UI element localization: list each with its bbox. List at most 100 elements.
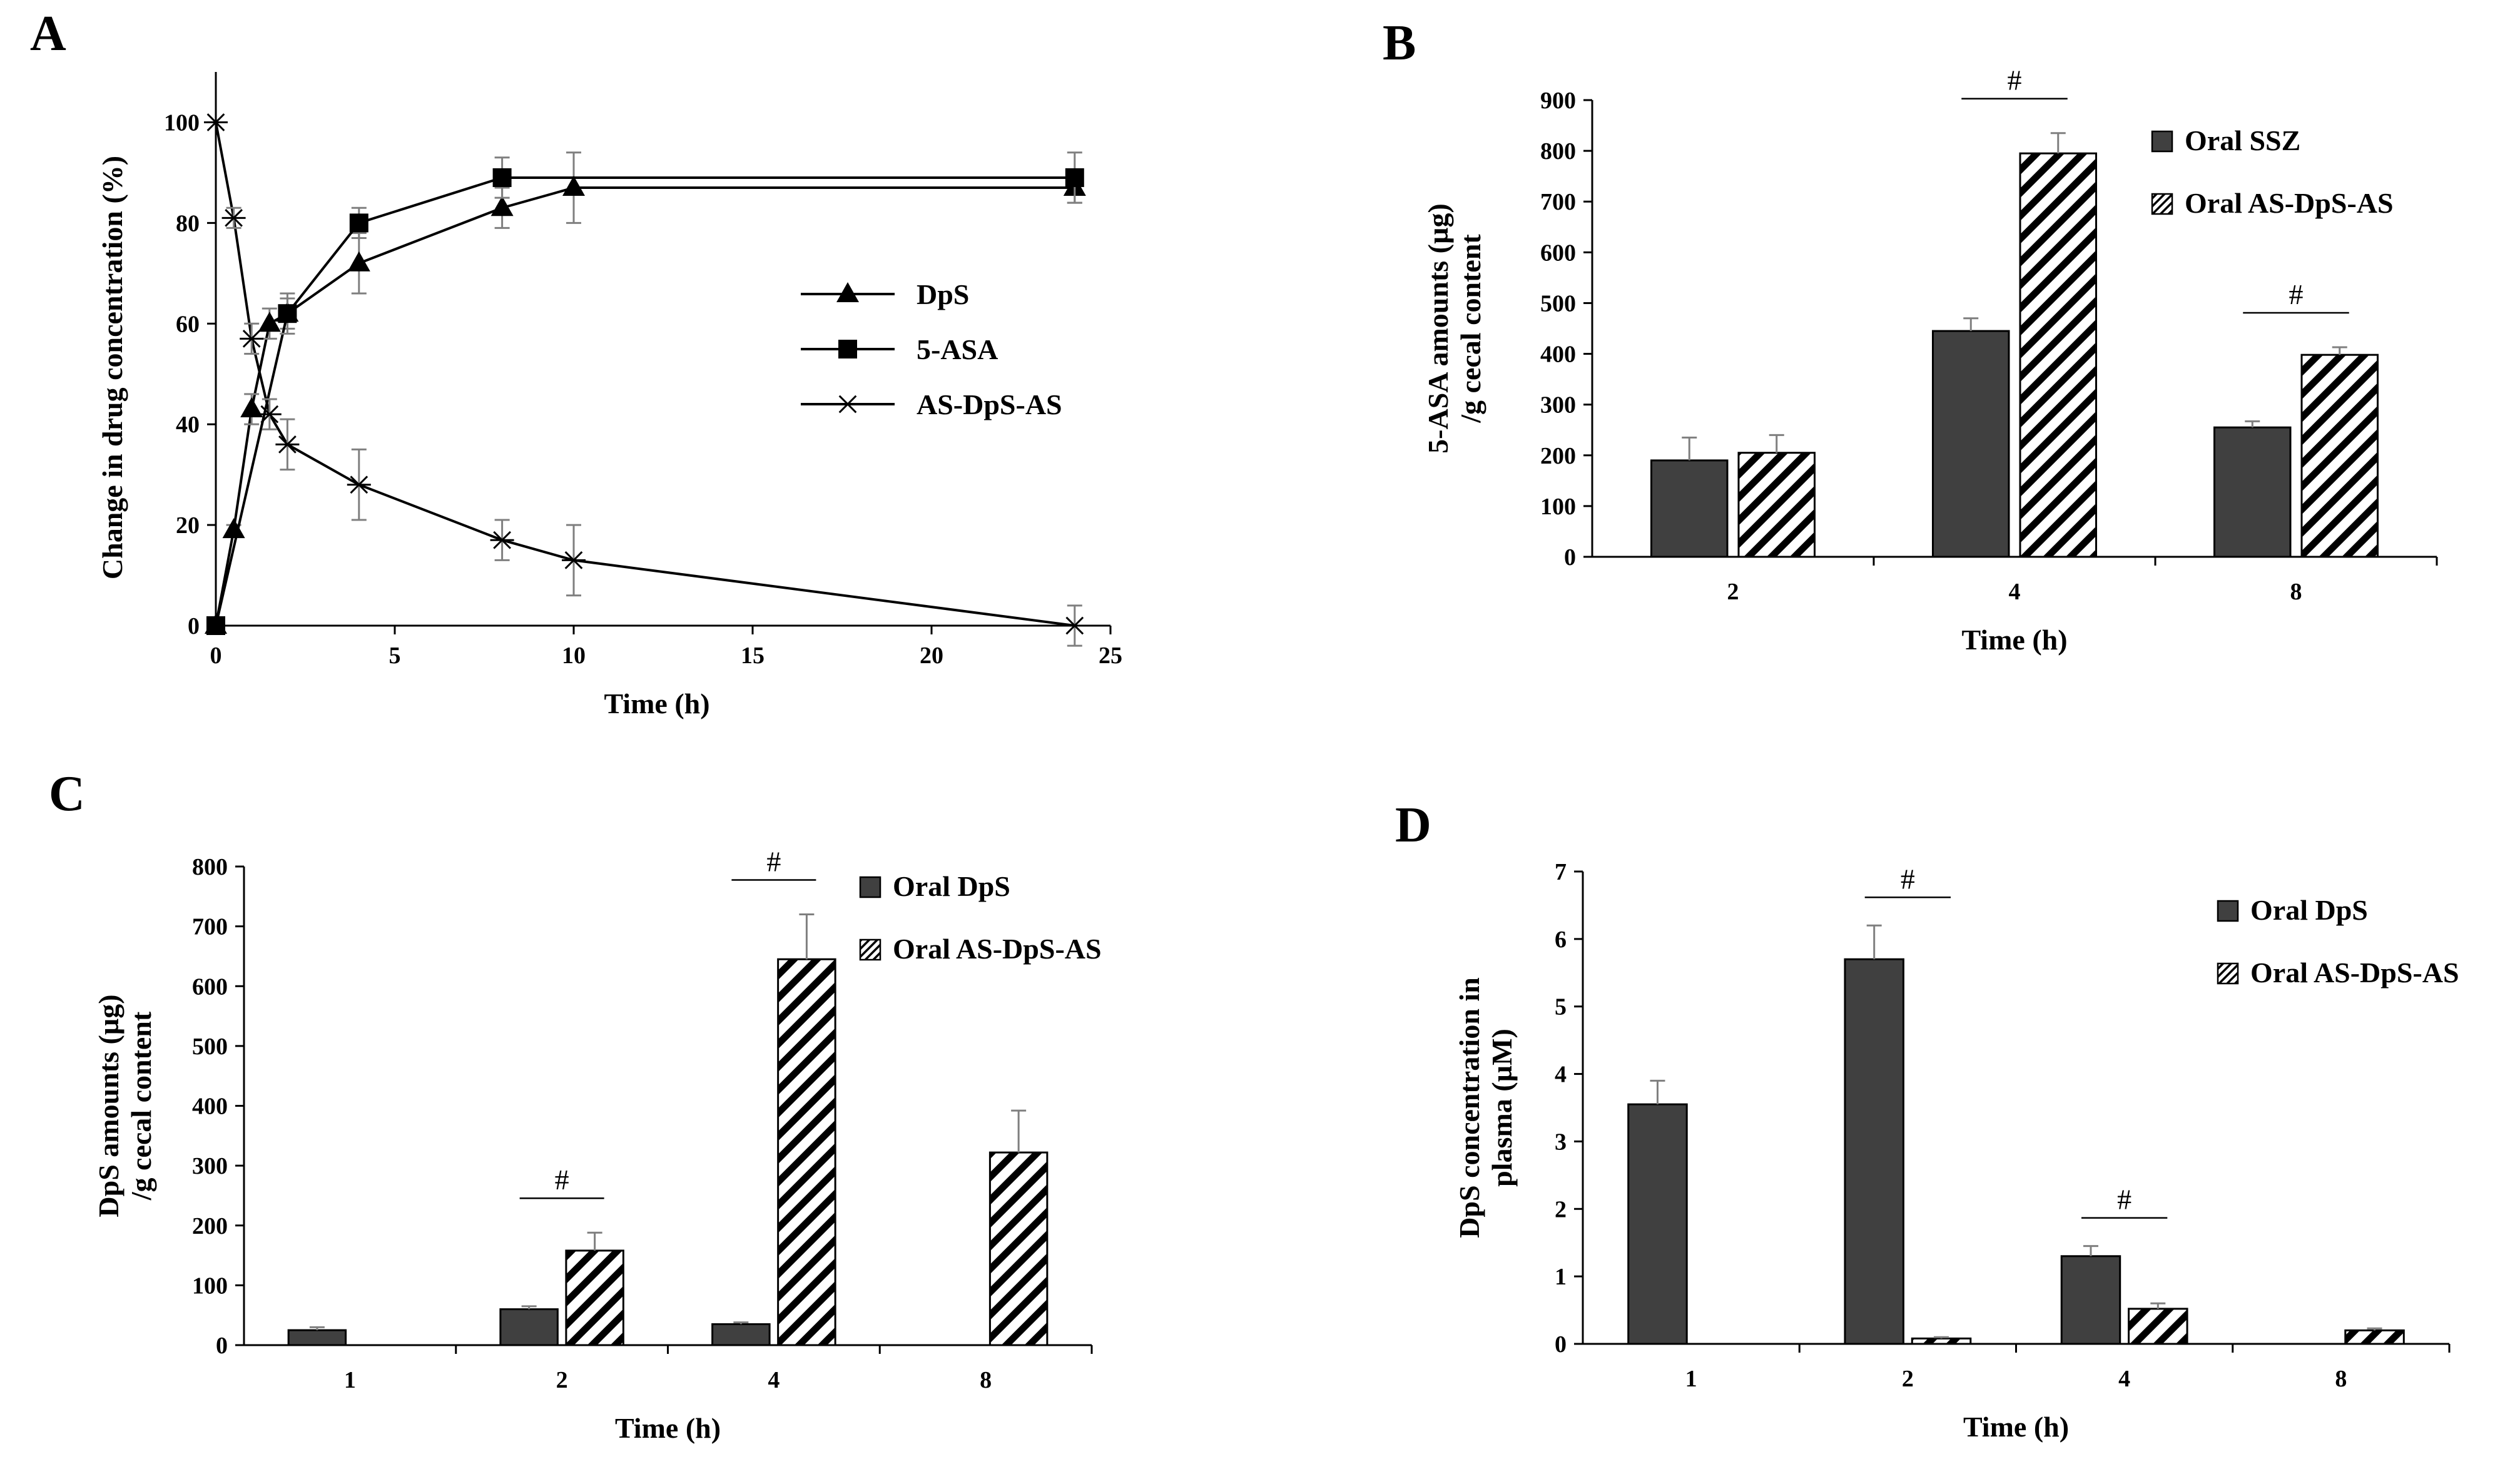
x-tick-label: 10 [562,643,586,669]
y-tick-label: 100 [164,109,200,136]
data-point-star [204,113,228,131]
data-point-square [278,304,297,323]
bar-oral-ssz-2 [1650,459,1729,558]
bar-oral-as-dps-as-8 [2344,1329,2405,1345]
panel-b-bar-chart: B 0 100 200 300 400 500 600 700 800 900 2 4 8 # # Time (… [1383,16,2438,656]
y-tick-label: 600 [192,973,228,1000]
data-point-star [240,330,264,348]
legend-item: 5-ASA [801,333,998,365]
y-tick-label: 0 [216,1333,228,1359]
x-tick-label: 20 [920,643,943,669]
star-stroke [564,551,583,569]
bar-oral-ssz-4 [1932,330,2010,558]
y-axis-label-line: /g cecal content [1455,234,1486,424]
legend: DpS 5-ASA AS-DpS-AS [801,278,1062,420]
legend-item: Oral AS-DpS-AS [2151,187,2394,219]
legend-label: Oral SSZ [2185,125,2300,156]
y-tick-label: 300 [1540,392,1576,419]
significance-label: # [555,1164,569,1196]
y-axis-label-line: DpS concentration in [1453,977,1485,1238]
x-axis-label: Time (h) [1961,624,2067,656]
panel-letter: A [30,6,66,61]
y-tick-label: 0 [1564,544,1576,571]
star-stroke [350,475,368,494]
legend-item: Oral DpS [2217,894,2368,926]
y-tick-label: 1 [1555,1264,1567,1290]
legend-item: Oral AS-DpS-AS [2217,957,2459,989]
series-line [215,122,1075,627]
data-point-triangle [222,518,245,539]
legend-item: Oral AS-DpS-AS [859,933,1102,965]
x-tick-label: 4 [2118,1366,2130,1392]
x-axis-label: Time (h) [604,688,709,719]
legend: Oral DpS Oral AS-DpS-AS [859,870,1102,965]
y-tick-label: 700 [1540,189,1576,215]
star-stroke [838,395,857,414]
data-point-star [836,395,860,414]
star-stroke [242,330,261,348]
legend: Oral SSZ Oral AS-DpS-AS [2151,125,2394,219]
significance-label: # [2117,1184,2131,1216]
panel-d-bar-chart: D 0 1 2 3 4 5 6 7 1 2 4 8 # # Time (h) DpS concentration… [1395,798,2459,1443]
panel-letter: C [49,766,85,821]
bar-oral-as-dps-as-4 [2019,152,2097,558]
series-5-asa [206,151,1084,635]
y-axis-label-line: 5-ASA amounts (µg) [1422,203,1454,454]
y-axis-label-line: plasma (µM) [1486,1029,1518,1187]
bar-oral-dps-4 [711,1323,771,1346]
y-tick-label: 600 [1540,240,1576,266]
x-tick-label: 2 [556,1367,568,1393]
legend-label: DpS [917,278,969,310]
x-tick-label: 4 [2009,579,2021,605]
y-axis-label-line: DpS amounts (µg) [93,994,124,1217]
y-axis-label: DpS concentration inplasma (µM) [1453,977,1518,1238]
star-stroke [206,113,225,131]
bar-oral-as-dps-as-8 [2300,353,2379,558]
x-tick-label: 5 [389,643,401,669]
y-tick-label: 700 [192,914,228,940]
x-tick-label: 8 [980,1367,992,1393]
data-point-triangle [836,282,859,302]
y-tick-label: 900 [1540,88,1576,114]
bar-oral-as-dps-as-2 [565,1249,624,1346]
data-point-star [347,475,371,494]
bar-oral-as-dps-as-8 [988,1151,1049,1346]
significance-label: # [2008,64,2022,96]
x-tick-label: 0 [210,643,222,669]
bar-oral-as-dps-as-2 [1911,1337,1972,1345]
data-point-square [1065,168,1084,187]
data-point-star [490,531,514,549]
legend-label: Oral DpS [2250,894,2368,926]
bar-oral-dps-2 [499,1308,559,1346]
significance-marker: # [1961,64,2068,99]
significance-label: # [766,846,781,878]
y-tick-label: 40 [176,412,200,438]
y-tick-label: 100 [192,1273,228,1299]
y-tick-label: 800 [192,854,228,880]
y-axis-label: DpS amounts (µg)/g cecal content [93,994,157,1217]
legend-item: DpS [801,278,969,310]
legend-label: Oral AS-DpS-AS [2250,957,2459,989]
y-tick-label: 7 [1555,859,1567,885]
y-tick-label: 6 [1555,927,1567,953]
legend-swatch [2151,193,2173,215]
data-point-star [257,405,282,424]
x-tick-label: 8 [2335,1366,2347,1392]
y-axis-label: 5-ASA amounts (µg)/g cecal content [1422,203,1486,454]
legend-item: Oral DpS [859,870,1010,902]
x-tick-label: 1 [1685,1366,1697,1392]
y-tick-label: 60 [176,311,200,337]
data-point-square [492,168,512,187]
y-tick-label: 80 [176,210,200,236]
y-tick-label: 500 [1540,290,1576,317]
panel-a-line-chart: A 0 20 40 60 80 100 0 5 10 15 20 25 Time (h) Change in… [30,6,1122,719]
x-tick-label: 15 [741,643,765,669]
data-point-square [206,616,225,635]
legend-swatch [2151,130,2173,153]
significance-marker: # [2243,278,2349,314]
y-tick-label: 400 [1540,342,1576,368]
legend-swatch [859,938,881,961]
data-point-triangle [347,251,370,272]
x-tick-label: 8 [2290,579,2302,605]
